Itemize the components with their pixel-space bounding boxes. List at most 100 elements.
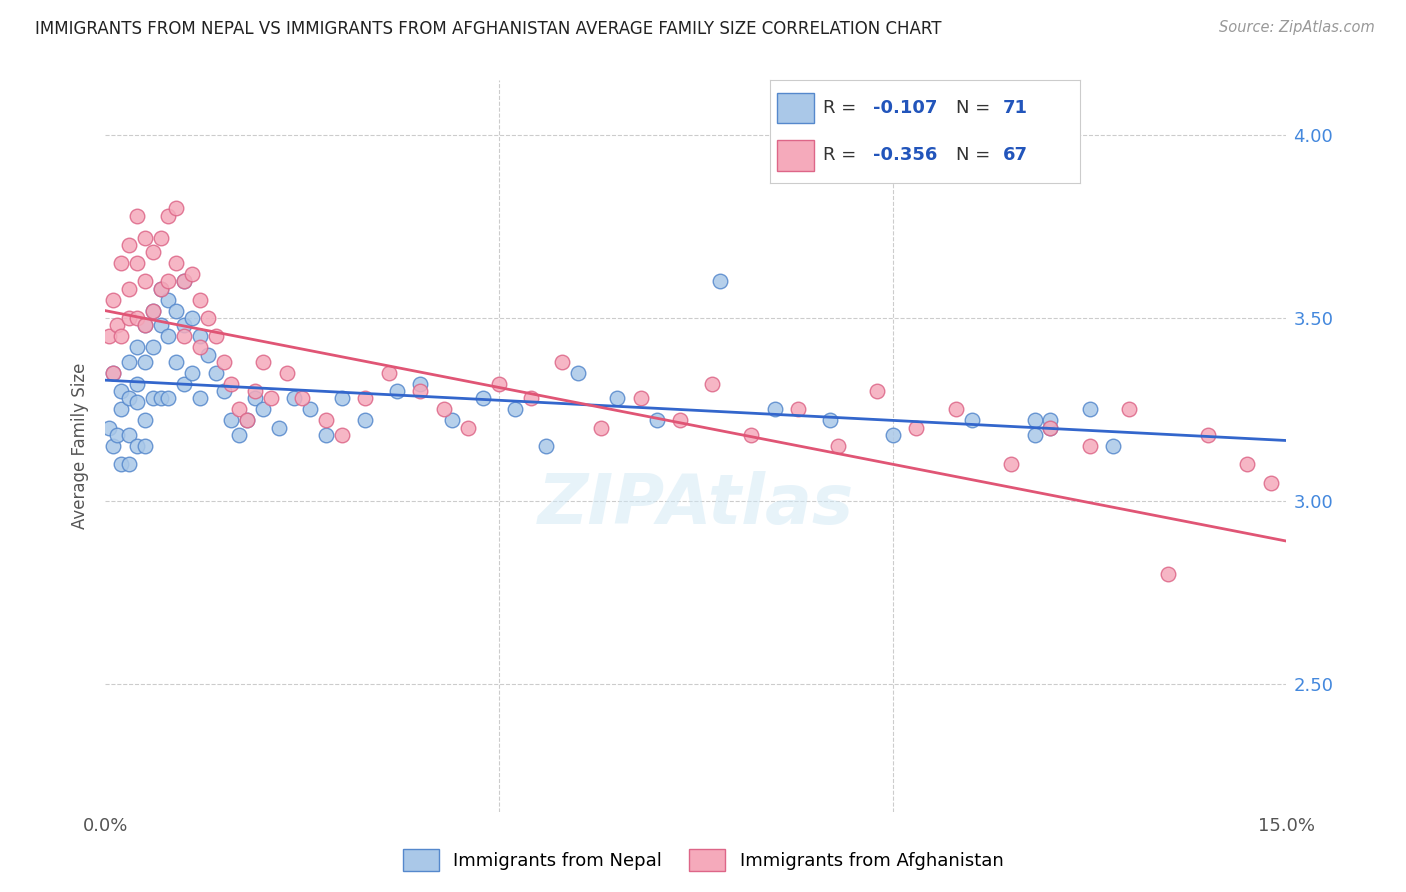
- Point: [110, 384, 132, 399]
- Point: [149, 230, 172, 244]
- Point: [103, 366, 125, 380]
- Point: [1078, 402, 1101, 417]
- Point: [551, 355, 574, 369]
- Point: [330, 428, 353, 442]
- Point: [125, 311, 148, 326]
- Point: [165, 355, 187, 369]
- Point: [1157, 567, 1180, 582]
- Y-axis label: Average Family Size: Average Family Size: [72, 363, 90, 529]
- Point: [110, 329, 132, 343]
- Point: [905, 420, 928, 434]
- Point: [149, 282, 172, 296]
- Point: [165, 202, 187, 216]
- Text: -0.107: -0.107: [873, 99, 936, 117]
- Point: [228, 402, 250, 417]
- Point: [606, 392, 628, 406]
- Point: [125, 209, 148, 223]
- Point: [149, 282, 172, 296]
- Point: [709, 275, 731, 289]
- Point: [204, 366, 226, 380]
- Text: N =: N =: [956, 146, 995, 164]
- Point: [134, 318, 156, 333]
- Text: Source: ZipAtlas.com: Source: ZipAtlas.com: [1219, 20, 1375, 35]
- Point: [188, 340, 211, 354]
- Point: [299, 402, 322, 417]
- Point: [330, 392, 353, 406]
- Point: [134, 230, 156, 244]
- Point: [103, 366, 125, 380]
- Point: [827, 439, 849, 453]
- Point: [105, 318, 128, 333]
- Point: [181, 267, 204, 281]
- Point: [409, 376, 432, 391]
- Point: [125, 256, 148, 270]
- Point: [118, 282, 141, 296]
- Point: [315, 413, 337, 427]
- Point: [142, 392, 165, 406]
- Point: [110, 256, 132, 270]
- Point: [283, 392, 305, 406]
- Point: [98, 329, 121, 343]
- Point: [134, 439, 156, 453]
- Point: [243, 384, 266, 399]
- Point: [260, 392, 283, 406]
- Point: [142, 245, 165, 260]
- Point: [1118, 402, 1140, 417]
- Point: [236, 413, 259, 427]
- FancyBboxPatch shape: [776, 140, 814, 170]
- Point: [433, 402, 456, 417]
- Point: [142, 303, 165, 318]
- Point: [212, 355, 235, 369]
- Point: [945, 402, 967, 417]
- Point: [457, 420, 479, 434]
- Point: [157, 209, 180, 223]
- Point: [252, 402, 274, 417]
- Point: [291, 392, 314, 406]
- Point: [165, 256, 187, 270]
- Point: [960, 413, 983, 427]
- Point: [173, 376, 195, 391]
- Point: [105, 428, 128, 442]
- Point: [385, 384, 408, 399]
- Point: [591, 420, 613, 434]
- Point: [173, 275, 195, 289]
- Point: [315, 428, 337, 442]
- Point: [142, 340, 165, 354]
- Point: [197, 311, 219, 326]
- Point: [221, 413, 243, 427]
- Point: [157, 293, 180, 307]
- Text: 67: 67: [1002, 146, 1028, 164]
- Point: [378, 366, 401, 380]
- Point: [157, 392, 180, 406]
- Point: [103, 293, 125, 307]
- Point: [488, 376, 510, 391]
- Point: [221, 376, 243, 391]
- Point: [134, 318, 156, 333]
- Point: [236, 413, 259, 427]
- Point: [740, 428, 762, 442]
- Point: [267, 420, 290, 434]
- Text: 71: 71: [1002, 99, 1028, 117]
- Point: [188, 329, 211, 343]
- Point: [118, 238, 141, 252]
- Text: R =: R =: [823, 146, 862, 164]
- Point: [536, 439, 558, 453]
- Point: [818, 413, 841, 427]
- Point: [157, 275, 180, 289]
- Text: IMMIGRANTS FROM NEPAL VS IMMIGRANTS FROM AFGHANISTAN AVERAGE FAMILY SIZE CORRELA: IMMIGRANTS FROM NEPAL VS IMMIGRANTS FROM…: [35, 20, 942, 37]
- Point: [188, 293, 211, 307]
- Point: [276, 366, 298, 380]
- FancyBboxPatch shape: [776, 93, 814, 123]
- Point: [787, 402, 810, 417]
- Point: [118, 355, 141, 369]
- Point: [1039, 420, 1062, 434]
- Point: [645, 413, 668, 427]
- Point: [149, 392, 172, 406]
- Point: [354, 413, 377, 427]
- Point: [700, 376, 723, 391]
- Point: [181, 366, 204, 380]
- Point: [354, 392, 377, 406]
- Point: [1039, 420, 1062, 434]
- Point: [173, 318, 195, 333]
- Point: [125, 439, 148, 453]
